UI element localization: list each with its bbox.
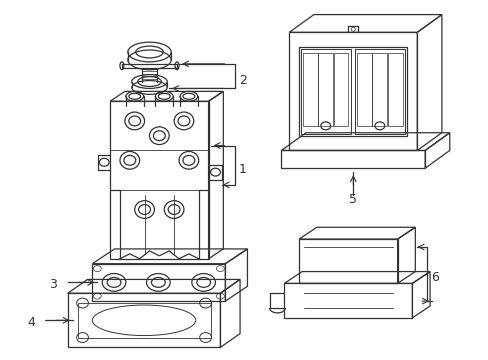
Bar — [317, 53, 332, 126]
Text: 2: 2 — [239, 73, 246, 86]
Bar — [357, 53, 371, 126]
Text: 5: 5 — [348, 193, 357, 206]
Bar — [78, 303, 210, 338]
Text: 6: 6 — [430, 271, 438, 284]
Text: 3: 3 — [49, 278, 57, 291]
Text: 1: 1 — [239, 163, 246, 176]
Bar — [333, 53, 347, 126]
Bar — [355, 49, 405, 134]
Bar — [371, 53, 386, 126]
Bar — [387, 53, 402, 126]
Text: 4: 4 — [27, 316, 35, 329]
Bar — [301, 49, 350, 134]
Bar — [303, 53, 317, 126]
Bar — [299, 47, 407, 136]
